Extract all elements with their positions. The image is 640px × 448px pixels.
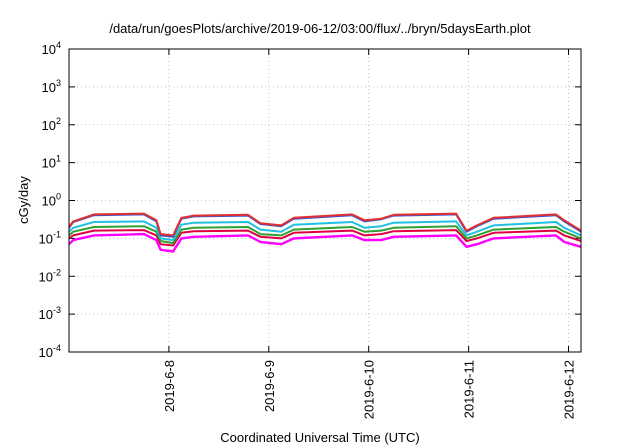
y-tick-label: 103 [42,78,61,95]
x-tick-label: 2019-6-9 [262,360,277,412]
series-line-3 [68,220,582,242]
series-line-5 [68,229,582,247]
plot-frame [68,48,582,353]
x-tick-label: 2019-6-10 [362,360,377,419]
series-line-1 [68,212,582,237]
y-tick-label: 10-4 [39,343,61,360]
x-tick-label: 2019-6-8 [162,360,177,412]
series-line-4 [68,225,582,245]
y-tick-label: 10-2 [39,267,61,284]
y-tick-label: 102 [42,116,61,133]
y-tick-label: 10-1 [39,229,61,246]
x-tick-label: 2019-6-11 [462,360,477,418]
series-line-6 [68,232,582,253]
y-tick-label: 101 [42,154,61,171]
chart-title: /data/run/goesPlots/archive/2019-06-12/0… [109,21,531,36]
y-tick-label: 10-3 [39,305,61,322]
y-tick-label: 104 [42,40,61,57]
x-tick-label: 2019-6-12 [562,360,577,419]
y-tick-label: 100 [42,192,61,209]
y-axis-label: cGy/day [16,176,31,224]
x-axis-label: Coordinated Universal Time (UTC) [220,430,420,445]
